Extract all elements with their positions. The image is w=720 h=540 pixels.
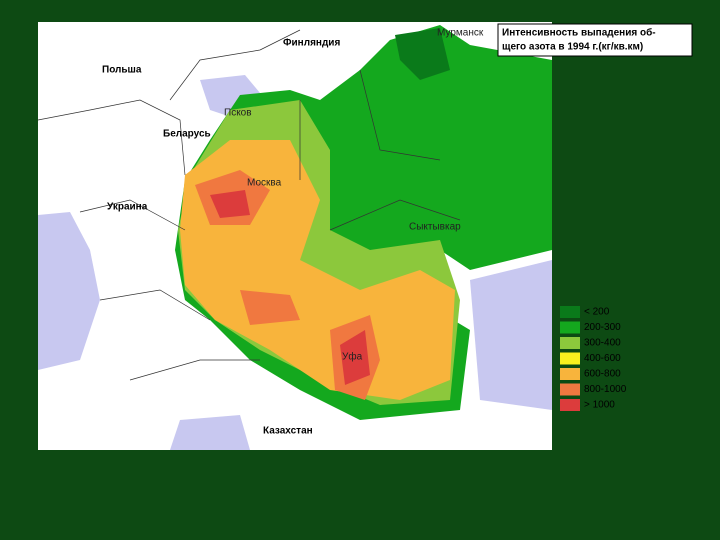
legend-swatch xyxy=(560,337,580,349)
legend-label: 800-1000 xyxy=(584,384,627,395)
region-red xyxy=(210,190,250,218)
region-red xyxy=(340,330,370,385)
legend-swatch xyxy=(560,399,580,411)
sea xyxy=(38,212,100,370)
legend-label: > 1000 xyxy=(584,400,615,411)
legend: < 200 200-300 300-400 400-600 600-800 800-100… xyxy=(560,306,627,411)
title-box xyxy=(497,23,693,57)
region-dark xyxy=(395,28,450,80)
sea xyxy=(470,260,552,410)
legend-label: 300-400 xyxy=(584,338,621,349)
place-label: Псков xyxy=(224,108,252,119)
place-label: Мурманск xyxy=(437,28,484,39)
place-labels: Мурманск Финляндия Польша Псков Беларусь Моск… xyxy=(102,28,484,437)
legend-label: 400-600 xyxy=(584,353,621,364)
legend-swatch xyxy=(560,383,580,396)
title: щего азота в 1994 г.(кг/кв.км) xyxy=(502,42,643,53)
title: Интенсивность выпадения об- xyxy=(502,27,656,39)
legend-label: 600-800 xyxy=(584,369,621,380)
place-label: Казахстан xyxy=(263,426,313,437)
region-red xyxy=(240,290,300,325)
place-label: Уфа xyxy=(342,351,363,363)
sea xyxy=(170,415,250,450)
map xyxy=(37,25,552,450)
place-label: Польша xyxy=(102,65,142,76)
place-label: Беларусь xyxy=(163,129,211,140)
legend-swatch xyxy=(560,352,580,365)
legend-swatch xyxy=(560,306,580,318)
legend-swatch xyxy=(560,321,580,334)
legend-label: < 200 xyxy=(584,307,610,318)
legend-swatch xyxy=(560,368,580,380)
place-label: Москва xyxy=(247,178,282,189)
place-label: Финляндия xyxy=(283,38,340,49)
place-label: Украина xyxy=(107,202,148,213)
legend-label: 200-300 xyxy=(584,322,621,333)
place-label: Сыктывкар xyxy=(409,222,461,233)
